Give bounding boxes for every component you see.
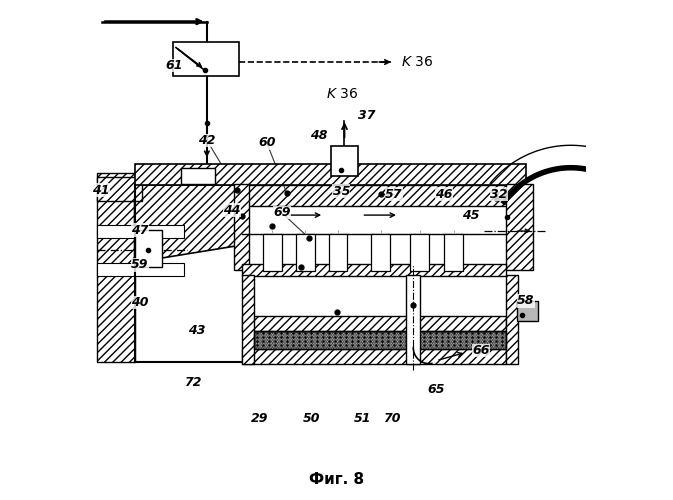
Bar: [254, 331, 506, 348]
Text: 42: 42: [198, 134, 215, 147]
Text: 41: 41: [92, 184, 110, 196]
Text: 32: 32: [490, 188, 507, 200]
Bar: [444, 234, 463, 271]
Bar: [97, 225, 184, 237]
Bar: [135, 230, 162, 268]
Text: 70: 70: [382, 412, 400, 425]
Text: 60: 60: [258, 136, 275, 149]
Bar: [254, 331, 506, 348]
Text: 35: 35: [332, 184, 350, 198]
Bar: [135, 164, 526, 185]
Bar: [506, 184, 534, 270]
Text: 45: 45: [462, 208, 480, 222]
Bar: [97, 177, 142, 201]
Bar: [97, 172, 135, 362]
Text: 66: 66: [472, 344, 490, 357]
Bar: [173, 42, 239, 76]
Text: 46: 46: [435, 188, 452, 200]
Bar: [254, 331, 506, 360]
Bar: [262, 234, 282, 271]
Text: 65: 65: [427, 383, 445, 396]
Bar: [97, 264, 184, 276]
Bar: [330, 146, 359, 176]
Bar: [242, 348, 506, 364]
Text: 58: 58: [518, 294, 535, 308]
Bar: [328, 234, 347, 271]
Text: Фиг. 8: Фиг. 8: [309, 472, 364, 487]
Text: 57: 57: [385, 188, 402, 200]
Bar: [371, 234, 390, 271]
Bar: [406, 275, 420, 364]
Text: 50: 50: [303, 412, 320, 425]
Bar: [295, 234, 314, 271]
Bar: [517, 301, 538, 321]
Polygon shape: [135, 185, 242, 262]
Bar: [506, 275, 518, 364]
Text: 44: 44: [223, 204, 240, 216]
Bar: [242, 275, 254, 364]
Text: 48: 48: [310, 129, 328, 142]
Bar: [411, 234, 429, 271]
Text: 51: 51: [354, 412, 371, 425]
Text: 59: 59: [131, 258, 148, 272]
Text: 29: 29: [250, 412, 268, 425]
Text: 37: 37: [357, 109, 375, 122]
Text: 61: 61: [166, 59, 183, 72]
Bar: [181, 168, 215, 184]
Text: $K\ 36$: $K\ 36$: [401, 55, 433, 69]
Bar: [234, 184, 249, 270]
Text: 40: 40: [131, 296, 148, 309]
Text: 47: 47: [131, 224, 148, 236]
Text: 72: 72: [184, 376, 202, 388]
Text: 43: 43: [188, 324, 206, 338]
Bar: [254, 331, 506, 348]
Bar: [242, 264, 506, 276]
Bar: [242, 316, 506, 331]
Text: 69: 69: [273, 206, 291, 219]
Text: $K\ 36$: $K\ 36$: [326, 88, 358, 102]
Polygon shape: [135, 185, 242, 225]
Bar: [135, 185, 526, 206]
